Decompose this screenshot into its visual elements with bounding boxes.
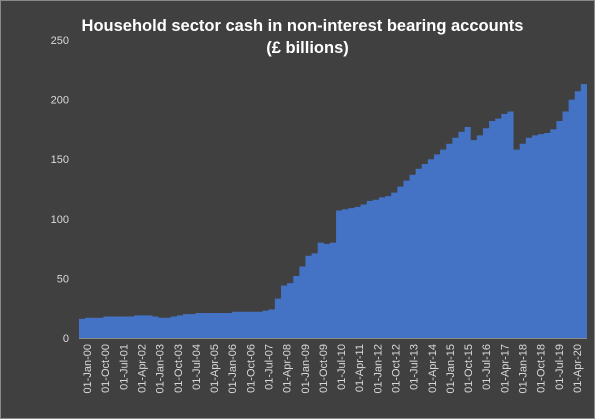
x-tick-label: 01-Oct-09 xyxy=(318,344,330,393)
x-tick-label: 01-Jul-16 xyxy=(481,344,493,390)
x-tick-label: 01-Jul-19 xyxy=(554,344,566,390)
x-tick-label: 01-Jul-13 xyxy=(409,344,421,390)
x-tick-label: 01-Jan-12 xyxy=(372,344,384,394)
x-tick-label: 01-Apr-02 xyxy=(137,344,149,393)
series-area xyxy=(79,81,587,338)
y-tick-label: 200 xyxy=(51,95,69,107)
x-tick-label: 01-Oct-18 xyxy=(536,344,548,393)
chart-subtitle: (£ billions) xyxy=(266,39,349,57)
x-tick-label: 01-Oct-06 xyxy=(245,344,257,393)
chart-title: Household sector cash in non-interest be… xyxy=(81,17,524,35)
x-tick-label: 01-Apr-08 xyxy=(282,344,294,393)
y-tick-label: 0 xyxy=(63,333,69,345)
x-tick-label: 01-Jan-18 xyxy=(518,344,530,394)
x-tick-label: 01-Jan-06 xyxy=(227,344,239,394)
x-tick-label: 01-Jul-04 xyxy=(191,344,203,390)
x-tick-label: 01-Jan-15 xyxy=(445,344,457,394)
y-tick-label: 100 xyxy=(51,214,69,226)
x-tick-label: 01-Jul-07 xyxy=(264,344,276,390)
x-tick-label: 01-Apr-14 xyxy=(427,344,439,393)
x-tick-label: 01-Jan-03 xyxy=(155,344,167,394)
x-tick-label: 01-Apr-20 xyxy=(572,344,584,393)
x-tick-label: 01-Oct-03 xyxy=(173,344,185,393)
x-tick-label: 01-Oct-00 xyxy=(100,344,112,393)
x-tick-label: 01-Jan-00 xyxy=(82,344,94,394)
x-tick-label: 01-Oct-15 xyxy=(463,344,475,393)
y-tick-label: 150 xyxy=(51,154,69,166)
x-tick-label: 01-Oct-12 xyxy=(391,344,403,393)
x-tick-label: 01-Apr-05 xyxy=(209,344,221,393)
x-tick-label: 01-Apr-11 xyxy=(354,344,366,392)
x-tick-label: 01-Apr-17 xyxy=(499,344,511,393)
x-tick-label: 01-Jul-01 xyxy=(118,344,130,390)
x-tick-label: 01-Jan-09 xyxy=(300,344,312,394)
y-tick-label: 50 xyxy=(57,273,69,285)
y-tick-label: 250 xyxy=(51,35,69,47)
x-tick-label: 01-Jul-10 xyxy=(336,344,348,390)
